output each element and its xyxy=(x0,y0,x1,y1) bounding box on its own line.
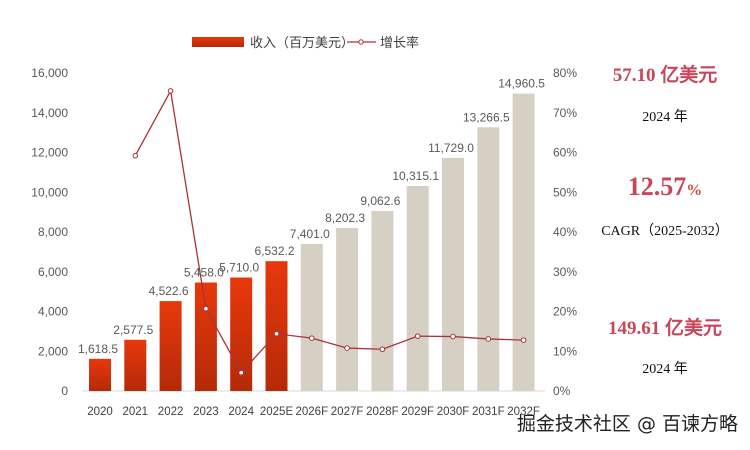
growth-point-2022 xyxy=(167,88,174,94)
legend-line-marker xyxy=(358,39,364,45)
bar-label-2025E: 6,532.2 xyxy=(254,244,294,258)
growth-point-2031F xyxy=(485,336,492,342)
growth-point-2029F xyxy=(414,333,421,339)
bar-2031F xyxy=(477,127,500,392)
revenue-2024-value: 57.10 亿美元 xyxy=(612,65,718,86)
x-tick-label: 2026F xyxy=(295,406,328,418)
bar-label-2032F: 14,960.5 xyxy=(498,77,545,91)
x-tick-label: 2032F xyxy=(507,406,540,418)
legend-bar-label: 收入（百万美元） xyxy=(250,35,354,50)
growth-point-2032F xyxy=(520,337,527,343)
bar-2021 xyxy=(124,339,147,391)
x-tick-label: 2021 xyxy=(123,406,149,418)
cagr-number: 12.57 xyxy=(627,172,687,201)
left-tick-label: 2,000 xyxy=(38,344,68,358)
bar-label-2030F: 11,729.0 xyxy=(428,141,474,155)
bar-2027F xyxy=(336,227,359,391)
left-tick-label: 12,000 xyxy=(31,146,68,160)
x-tick-label: 2025E xyxy=(260,406,294,418)
bar-label-2031F: 13,266.5 xyxy=(463,110,510,124)
left-tick-label: 16,000 xyxy=(31,66,68,80)
bar-label-2029F: 10,315.1 xyxy=(392,169,439,183)
cagr-percent: % xyxy=(686,182,703,199)
revenue-2024-year: 2024 年 xyxy=(642,110,688,125)
bar-label-2023: 5,458.0 xyxy=(184,266,224,280)
revenue-growth-chart: 0 2,000 4,000 6,000 8,000 10,000 12,000 14,000 1… xyxy=(31,35,577,418)
x-tick-label: 2031F xyxy=(472,406,505,418)
bar-label-2027F: 8,202.3 xyxy=(325,211,365,225)
x-tick-label: 2029F xyxy=(401,406,434,418)
x-tick-label: 2028F xyxy=(366,406,399,418)
watermark: 掘金技术社区 @ 百谏方略 xyxy=(516,413,738,435)
growth-point-2026F xyxy=(309,335,315,341)
bar-2026F xyxy=(300,243,323,391)
bar-2029F xyxy=(406,185,429,391)
bar-label-2020: 1,618.5 xyxy=(78,342,118,356)
revenue-forecast-value: 149.61 亿美元 xyxy=(607,318,722,339)
cagr-value: 12.57% xyxy=(580,172,750,202)
x-tick-label: 2020 xyxy=(87,406,113,418)
growth-point-2021 xyxy=(132,152,139,159)
x-tick-label: 2030F xyxy=(437,406,470,418)
right-tick-label: 20% xyxy=(553,305,577,319)
bar-label-2026F: 7,401.0 xyxy=(290,227,330,241)
x-tick-label: 2027F xyxy=(331,406,364,418)
growth-point-2025E xyxy=(273,330,280,337)
growth-point-2024 xyxy=(238,369,244,376)
left-tick-label: 14,000 xyxy=(31,106,68,120)
bar-2030F xyxy=(442,157,464,391)
growth-point-2030F xyxy=(450,333,456,340)
cagr-label: CAGR（2025-2032） xyxy=(601,224,729,239)
growth-point-2023 xyxy=(203,305,209,312)
right-tick-label: 50% xyxy=(553,185,577,199)
bar-2020 xyxy=(89,358,111,391)
x-tick-label: 2023 xyxy=(193,406,219,418)
bar-label-2024: 5,710.0 xyxy=(219,261,259,275)
bar-2025E xyxy=(265,261,288,391)
bar-label-2028F: 9,062.6 xyxy=(360,194,400,208)
right-tick-label: 0% xyxy=(553,384,571,398)
right-tick-label: 80% xyxy=(553,66,577,80)
legend-bar-swatch xyxy=(192,37,244,47)
bar-2028F xyxy=(371,210,394,391)
x-tick-label: 2024 xyxy=(228,406,254,418)
bar-2023 xyxy=(194,282,217,391)
growth-point-2027F xyxy=(344,345,350,351)
growth-rate-line xyxy=(134,88,524,374)
right-tick-label: 60% xyxy=(553,146,577,160)
x-tick-label: 2022 xyxy=(158,406,184,418)
revenue-forecast-year: 2024 年 xyxy=(642,362,688,377)
legend-line-label: 增长率 xyxy=(380,35,419,50)
bar-2022 xyxy=(159,301,182,391)
bar-label-2022: 4,522.6 xyxy=(149,284,189,298)
left-tick-label: 6,000 xyxy=(38,265,68,279)
right-tick-label: 70% xyxy=(553,106,577,120)
left-tick-label: 0 xyxy=(61,384,68,398)
left-tick-label: 4,000 xyxy=(38,305,68,319)
bar-label-2021: 2,577.5 xyxy=(113,323,153,337)
right-tick-label: 40% xyxy=(553,225,577,239)
left-tick-label: 10,000 xyxy=(31,185,68,199)
right-tick-label: 30% xyxy=(553,265,577,279)
growth-point-2028F xyxy=(379,346,386,353)
left-tick-label: 8,000 xyxy=(38,225,68,239)
bar-2032F xyxy=(512,93,535,391)
right-tick-label: 10% xyxy=(553,344,577,358)
